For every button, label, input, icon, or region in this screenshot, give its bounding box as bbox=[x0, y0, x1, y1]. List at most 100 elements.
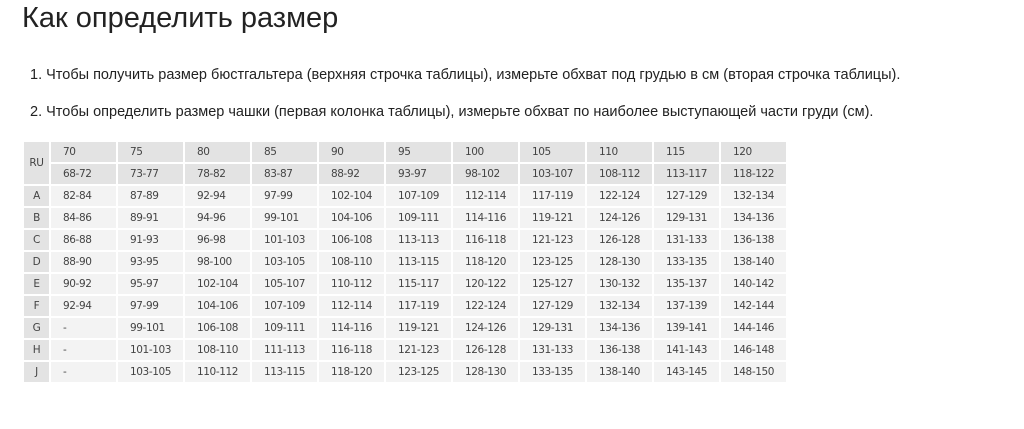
underbust-header: 118-122 bbox=[719, 162, 788, 186]
table-cell: 89-91 bbox=[116, 206, 185, 230]
page-title: Как определить размер bbox=[22, 2, 339, 34]
table-cell: 99-101 bbox=[116, 316, 185, 340]
cup-label: D bbox=[22, 250, 51, 274]
table-cell: 143-145 bbox=[652, 360, 721, 384]
table-cell: 132-134 bbox=[585, 294, 654, 318]
table-cell: 101-103 bbox=[250, 228, 319, 252]
table-cell: 134-136 bbox=[719, 206, 788, 230]
table-cell: 93-95 bbox=[116, 250, 185, 274]
table-cell: 97-99 bbox=[116, 294, 185, 318]
table-cell: 132-134 bbox=[719, 184, 788, 208]
table-cell: 133-135 bbox=[518, 360, 587, 384]
size-header: 80 bbox=[183, 140, 252, 164]
table-cell: 91-93 bbox=[116, 228, 185, 252]
underbust-header: 88-92 bbox=[317, 162, 386, 186]
table-cell: 125-127 bbox=[518, 272, 587, 296]
cup-label: G bbox=[22, 316, 51, 340]
table-cell: 116-118 bbox=[451, 228, 520, 252]
table-cell: 112-114 bbox=[317, 294, 386, 318]
header-row-underbust: 68-72 73-77 78-82 83-87 88-92 93-97 98-102 103-… bbox=[23, 162, 788, 186]
table-cell: 121-123 bbox=[518, 228, 587, 252]
table-cell: 140-142 bbox=[719, 272, 788, 296]
table-cell: 107-109 bbox=[384, 184, 453, 208]
table-cell: 82-84 bbox=[49, 184, 118, 208]
instruction-band-size: 1. Чтобы получить размер бюстгальтера (в… bbox=[30, 67, 901, 83]
size-header: 90 bbox=[317, 140, 386, 164]
table-cell: 109-111 bbox=[384, 206, 453, 230]
table-cell: 106-108 bbox=[317, 228, 386, 252]
table-row: G -99-101 106-108 109-111 114-116 119-121 124-… bbox=[22, 316, 788, 340]
table-cell: 134-136 bbox=[585, 316, 654, 340]
table-cell: 88-90 bbox=[49, 250, 118, 274]
table-cell: 102-104 bbox=[183, 272, 252, 296]
cup-label: J bbox=[22, 360, 51, 384]
instruction-cup-size: 2. Чтобы определить размер чашки (первая… bbox=[30, 104, 874, 120]
table-cell: 117-119 bbox=[518, 184, 587, 208]
table-cell: 127-129 bbox=[652, 184, 721, 208]
table-cell: 123-125 bbox=[384, 360, 453, 384]
table-cell: 98-100 bbox=[183, 250, 252, 274]
table-cell: - bbox=[49, 316, 118, 340]
corner-label: RU bbox=[22, 140, 51, 186]
table-cell: 96-98 bbox=[183, 228, 252, 252]
table-cell: 130-132 bbox=[585, 272, 654, 296]
size-header: 120 bbox=[719, 140, 788, 164]
table-cell: 108-110 bbox=[317, 250, 386, 274]
table-cell: 111-113 bbox=[250, 338, 319, 362]
table-row: D 88-90 93-95 98-100 103-105 108-110 113-115 11… bbox=[22, 250, 788, 274]
underbust-header: 78-82 bbox=[183, 162, 252, 186]
table-cell: 138-140 bbox=[719, 250, 788, 274]
table-cell: 86-88 bbox=[49, 228, 118, 252]
underbust-header: 98-102 bbox=[451, 162, 520, 186]
table-cell: 142-144 bbox=[719, 294, 788, 318]
cup-label: H bbox=[22, 338, 51, 362]
table-cell: 122-124 bbox=[451, 294, 520, 318]
table-cell: 95-97 bbox=[116, 272, 185, 296]
table-cell: 129-131 bbox=[652, 206, 721, 230]
table-cell: 120-122 bbox=[451, 272, 520, 296]
cup-label: E bbox=[22, 272, 51, 296]
table-cell: 97-99 bbox=[250, 184, 319, 208]
table-cell: 133-135 bbox=[652, 250, 721, 274]
table-cell: 105-107 bbox=[250, 272, 319, 296]
table-cell: 126-128 bbox=[585, 228, 654, 252]
table-cell: 114-116 bbox=[451, 206, 520, 230]
table-cell: 104-106 bbox=[317, 206, 386, 230]
table-cell: 131-133 bbox=[518, 338, 587, 362]
table-cell: 128-130 bbox=[451, 360, 520, 384]
table-cell: 115-117 bbox=[384, 272, 453, 296]
size-header: 75 bbox=[116, 140, 185, 164]
table-cell: 103-105 bbox=[116, 360, 185, 384]
table-cell: 107-109 bbox=[250, 294, 319, 318]
table-cell: 117-119 bbox=[384, 294, 453, 318]
table-cell: 106-108 bbox=[183, 316, 252, 340]
table-cell: 90-92 bbox=[49, 272, 118, 296]
size-header: 110 bbox=[585, 140, 654, 164]
table-cell: 139-141 bbox=[652, 316, 721, 340]
table-cell: 136-138 bbox=[719, 228, 788, 252]
cup-label: A bbox=[22, 184, 51, 208]
table-cell: 138-140 bbox=[585, 360, 654, 384]
table-cell: 136-138 bbox=[585, 338, 654, 362]
table-cell: 144-146 bbox=[719, 316, 788, 340]
table-cell: 87-89 bbox=[116, 184, 185, 208]
table-cell: 112-114 bbox=[451, 184, 520, 208]
table-cell: 84-86 bbox=[49, 206, 118, 230]
table-cell: 113-115 bbox=[250, 360, 319, 384]
table-row: H -101-103 108-110 111-113 116-118 121-123 126… bbox=[22, 338, 788, 362]
table-cell: 141-143 bbox=[652, 338, 721, 362]
underbust-header: 83-87 bbox=[250, 162, 319, 186]
table-row: E 90-92 95-97 102-104 105-107 110-112 115-117 1… bbox=[22, 272, 788, 296]
table-row: F 92-94 97-99 104-106 107-109 112-114 117-119 1… bbox=[22, 294, 788, 318]
table-cell: 94-96 bbox=[183, 206, 252, 230]
table-cell: 128-130 bbox=[585, 250, 654, 274]
table-cell: 121-123 bbox=[384, 338, 453, 362]
table-cell: 127-129 bbox=[518, 294, 587, 318]
table-cell: 92-94 bbox=[49, 294, 118, 318]
cup-label: C bbox=[22, 228, 51, 252]
size-header: 105 bbox=[518, 140, 587, 164]
table-row: B 84-86 89-91 94-96 99-101 104-106 109-111 114-… bbox=[22, 206, 788, 230]
table-cell: 109-111 bbox=[250, 316, 319, 340]
underbust-header: 73-77 bbox=[116, 162, 185, 186]
cup-label: B bbox=[22, 206, 51, 230]
